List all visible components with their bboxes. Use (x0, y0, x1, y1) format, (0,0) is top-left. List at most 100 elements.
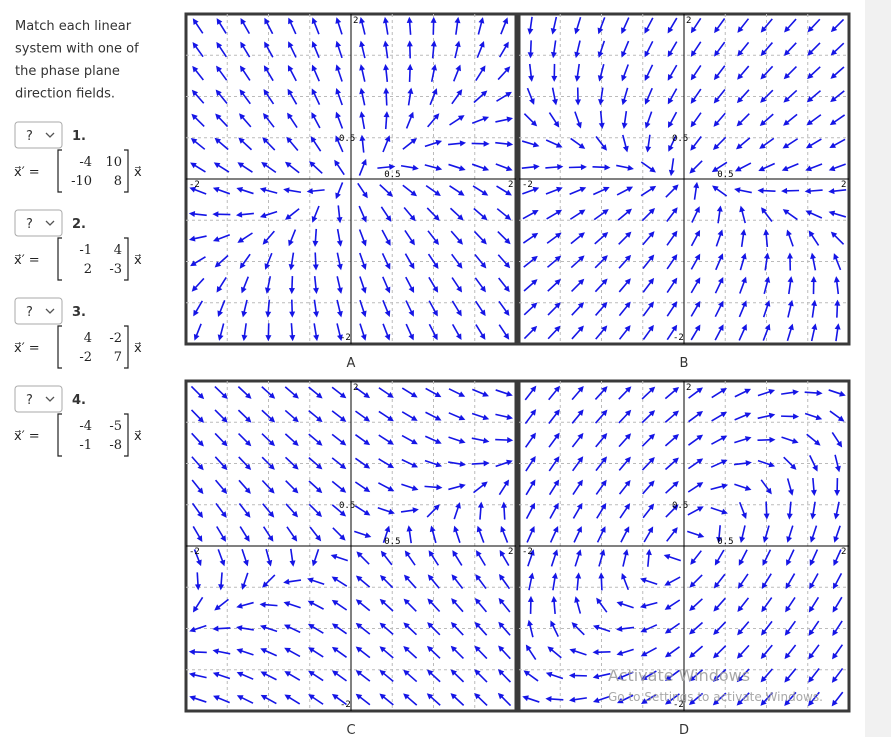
arrow-head (455, 502, 461, 509)
select-box[interactable] (14, 121, 63, 149)
matrix-entry: 2 (84, 262, 92, 277)
axis-label: -2 (522, 180, 533, 190)
arrow-head (498, 574, 505, 581)
select-box[interactable] (14, 297, 63, 325)
arrow-head (624, 278, 631, 285)
arrow-head (307, 577, 314, 584)
arrow-head (644, 121, 651, 129)
arrow-head (504, 213, 512, 221)
plot-label: A (347, 356, 356, 371)
arrow-head (220, 511, 227, 518)
arrow-head (360, 263, 367, 270)
arrow-head (503, 41, 509, 49)
arrow-head (262, 137, 269, 144)
arrow-head (503, 285, 510, 293)
answer-select[interactable]: ? (14, 121, 63, 149)
arrow-head (403, 646, 410, 653)
arrow-head (359, 40, 366, 48)
arrow-head (288, 17, 294, 25)
arrow-head (694, 324, 701, 332)
arrow-head (432, 238, 440, 246)
arrow-head (479, 333, 486, 340)
arrow-head (506, 390, 513, 397)
arrow-head (312, 287, 319, 295)
arrow-head (284, 694, 292, 701)
select-value[interactable]: ? (26, 129, 33, 144)
arrow-head (696, 411, 704, 417)
arrow-head (288, 239, 294, 247)
arrow-head (734, 165, 742, 172)
arrow-head (434, 190, 441, 196)
arrow-head (215, 89, 222, 97)
arrow-head (574, 27, 580, 35)
answer-select[interactable]: ? (14, 297, 63, 325)
arrow-head (212, 671, 220, 678)
select-value[interactable]: ? (26, 305, 33, 320)
arrow-head (383, 87, 390, 94)
arrow-head (480, 261, 487, 269)
equation-rhs: x⃗ (134, 341, 142, 356)
arrow-head (292, 439, 299, 446)
arrow-head (289, 311, 296, 318)
select-chevron[interactable] (45, 396, 55, 402)
arrow-head (239, 65, 246, 73)
arrow-head (625, 208, 633, 215)
arrow-head (241, 334, 248, 342)
arrow-head (720, 388, 727, 394)
arrow-head (530, 302, 538, 309)
select-chevron[interactable] (45, 132, 55, 138)
select-chevron[interactable] (45, 220, 55, 226)
arrow-head (528, 572, 535, 580)
select-box[interactable] (14, 209, 63, 237)
matrix-entry: -2 (79, 350, 92, 365)
arrow-head (761, 605, 768, 613)
arrow-head (690, 26, 697, 34)
arrow-head (410, 415, 418, 421)
arrow-head (664, 675, 672, 681)
select-chevron[interactable] (45, 308, 55, 314)
arrow-head (458, 391, 466, 397)
question-number: 2. (72, 217, 86, 232)
arrow-head (308, 647, 315, 653)
arrow-head (408, 333, 414, 341)
select-value[interactable]: ? (26, 217, 33, 232)
arrow-head (810, 489, 817, 497)
arrow-head (648, 207, 656, 215)
matrix-entry: -4 (79, 155, 92, 170)
select-box[interactable] (14, 385, 63, 413)
arrow-head (604, 164, 611, 171)
arrow-head (260, 648, 267, 654)
arrow-head (214, 604, 221, 611)
arrow-head (734, 187, 741, 194)
arrow-head (312, 264, 319, 271)
arrow-head (384, 286, 391, 294)
arrow-head (529, 526, 535, 533)
arrow-head (781, 165, 789, 172)
answer-select[interactable]: ? (14, 209, 63, 237)
arrow-head (456, 262, 463, 269)
arrow-head (475, 574, 482, 581)
arrow-head (192, 605, 199, 613)
arrow-head (339, 486, 347, 493)
arrow-head (411, 438, 418, 445)
arrow-head (597, 27, 604, 35)
arrow-head (433, 504, 440, 511)
arrow-head (359, 134, 366, 141)
arrow-head (212, 211, 219, 218)
arrow-head (672, 410, 680, 417)
arrow-head (406, 16, 413, 24)
arrow-head (737, 605, 744, 613)
arrow-head (737, 582, 744, 589)
arrow-head (312, 240, 319, 247)
arrow-head (737, 73, 744, 80)
arrow-head (667, 74, 674, 81)
arrow-head (527, 52, 534, 59)
select-value[interactable]: ? (26, 393, 33, 408)
arrow-head (787, 252, 794, 259)
watermark-subtitle: Go to Settings to activate Windows. (608, 690, 823, 704)
arrow-head (552, 549, 559, 556)
arrow-head (379, 598, 387, 606)
arrow-head (260, 671, 268, 677)
answer-select[interactable]: ? (14, 385, 63, 413)
arrow-head (830, 231, 838, 238)
